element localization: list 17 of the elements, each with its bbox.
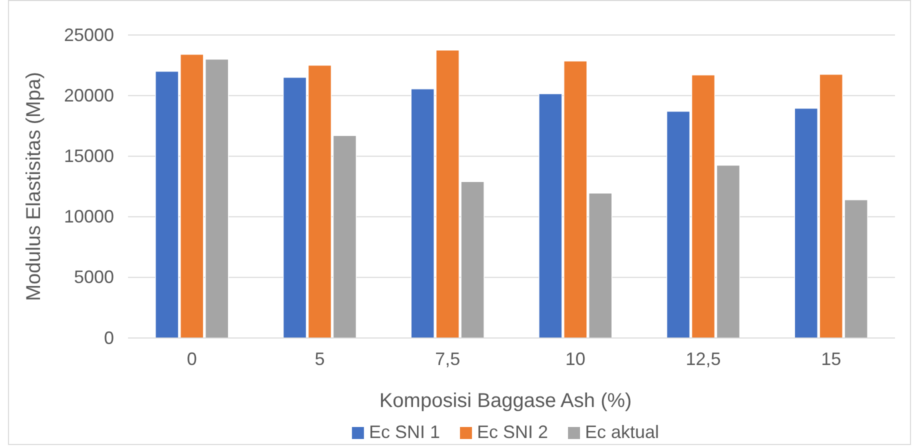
- x-tick-label: 15: [821, 348, 842, 369]
- y-tick-label: 5000: [74, 267, 114, 288]
- y-tick-label: 20000: [64, 85, 114, 106]
- x-axis-title: Komposisi Baggase Ash (%): [379, 390, 632, 412]
- y-tick-label: 10000: [64, 206, 114, 227]
- x-tick-label: 10: [565, 348, 586, 369]
- y-tick-label: 15000: [64, 146, 114, 166]
- y-tick-label: 25000: [64, 24, 114, 45]
- x-tick-label: 0: [186, 348, 197, 369]
- x-tick-label: 12,5: [686, 348, 721, 369]
- x-tick-label: 5: [314, 348, 325, 369]
- y-tick-label: 0: [104, 328, 114, 348]
- legend-label: Ec aktual: [585, 422, 660, 442]
- y-axis-title: Modulus Elastisitas (Mpa): [23, 72, 45, 301]
- legend-label: Ec SNI 1: [368, 422, 440, 442]
- x-tick-label: 7,5: [435, 348, 460, 369]
- legend-label: Ec SNI 2: [476, 422, 548, 442]
